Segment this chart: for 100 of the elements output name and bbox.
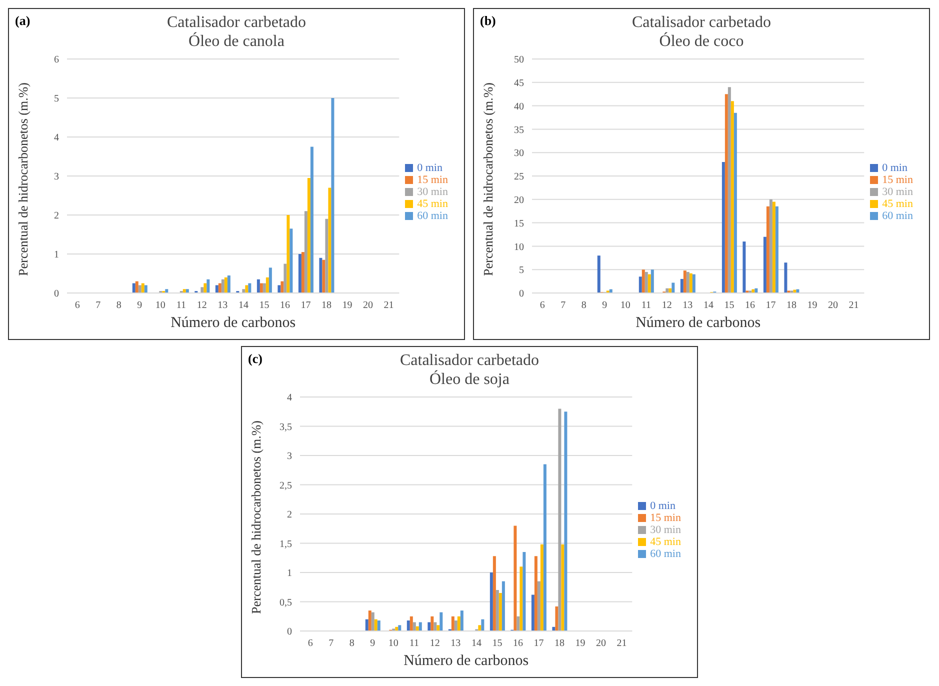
legend-label: 60 min (882, 210, 913, 222)
x-tick-label: 15 (259, 300, 270, 312)
x-tick-label: 7 (328, 638, 334, 650)
y-tick-label: 1 (54, 250, 59, 261)
x-tick-label: 19 (807, 300, 818, 312)
x-tick-label: 18 (321, 300, 332, 312)
y-tick-label: 35 (514, 124, 524, 136)
y-tick-label: 1 (287, 568, 292, 580)
y-tick-label: 2 (54, 210, 59, 222)
legend-label: 0 min (882, 162, 908, 174)
y-tick-label: 25 (514, 172, 524, 183)
x-axis-title: Número de carbonos (636, 315, 761, 331)
text: (a) (15, 13, 30, 29)
legend-label: 30 min (417, 186, 448, 198)
x-tick-label: 20 (596, 638, 606, 650)
y-tick-label: 4 (54, 132, 59, 144)
chart-subtitle: Óleo de soja (428, 370, 510, 389)
x-tick-label: 20 (362, 300, 373, 312)
y-tick-label: 0 (54, 288, 59, 300)
x-tick-label: 8 (581, 300, 586, 312)
legend-label: 45 min (417, 198, 448, 210)
y-tick-label: 50 (514, 54, 524, 66)
x-tick-label: 8 (349, 638, 354, 650)
x-tick-label: 11 (409, 638, 419, 650)
x-tick-label: 17 (766, 300, 776, 312)
chart-title: Catalisador carbetado (400, 352, 540, 369)
y-tick-label: 0 (287, 626, 292, 638)
y-tick-label: 30 (514, 148, 524, 160)
y-tick-label: 5 (519, 265, 524, 276)
x-tick-label: 14 (238, 300, 248, 312)
y-tick-label: 5 (54, 94, 59, 105)
x-tick-label: 10 (155, 300, 166, 312)
x-tick-label: 12 (196, 300, 207, 312)
chart-title: Catalisador carbetado (632, 14, 772, 31)
chart-subtitle: Óleo de coco (658, 32, 745, 51)
x-tick-label: 6 (74, 300, 80, 312)
x-tick-label: 15 (724, 300, 734, 312)
y-tick-label: 2,5 (280, 480, 292, 492)
x-tick-label: 19 (342, 300, 352, 312)
y-tick-label: 15 (514, 218, 524, 230)
chart-subtitle: Óleo de canola (188, 32, 286, 51)
legend-label: 15 min (417, 174, 448, 186)
legend-label: 45 min (650, 536, 681, 548)
y-tick-label: 10 (514, 242, 524, 253)
x-tick-label: 6 (308, 638, 313, 650)
y-tick-label: 20 (514, 194, 524, 206)
x-tick-label: 15 (492, 638, 502, 650)
text: (b) (480, 13, 496, 29)
x-tick-label: 14 (471, 638, 482, 650)
y-tick-label: 3 (287, 451, 292, 462)
x-tick-label: 9 (602, 300, 608, 312)
y-tick-label: 40 (514, 101, 524, 112)
chart-title: Catalisador carbetado (166, 14, 306, 31)
x-tick-label: 17 (300, 300, 311, 312)
x-tick-label: 20 (828, 300, 838, 312)
x-tick-label: 16 (280, 300, 290, 312)
x-tick-label: 13 (218, 300, 228, 312)
y-tick-label: 4 (287, 392, 292, 404)
x-tick-label: 18 (554, 638, 564, 650)
legend-label: 0 min (417, 162, 442, 174)
y-tick-label: 0,5 (280, 597, 292, 608)
y-tick-label: 45 (514, 78, 524, 89)
x-tick-label: 14 (703, 300, 714, 312)
x-axis-title: Número de carbonos (170, 315, 296, 331)
y-axis-title: Percentual de hidrocarbonetos (m.%) (16, 82, 31, 276)
y-tick-label: 3 (54, 172, 59, 183)
x-tick-label: 9 (370, 638, 376, 650)
x-tick-label: 21 (848, 300, 859, 312)
y-axis-title: Percentual de hidrocarbonetos (m.%) (248, 420, 264, 614)
x-tick-label: 18 (786, 300, 796, 312)
x-tick-label: 8 (116, 300, 122, 312)
x-tick-label: 12 (662, 300, 672, 312)
y-tick-label: 2 (287, 510, 292, 521)
x-axis-title: Número de carbonos (404, 653, 529, 669)
x-tick-label: 13 (682, 300, 693, 312)
x-tick-label: 19 (575, 638, 586, 650)
x-tick-label: 7 (96, 300, 101, 312)
y-tick-label: 1,5 (280, 538, 292, 550)
x-tick-label: 21 (616, 638, 627, 650)
x-tick-label: 6 (540, 300, 545, 312)
x-tick-label: 21 (384, 300, 394, 312)
text: (c) (248, 351, 262, 367)
x-tick-label: 10 (388, 638, 398, 650)
y-axis-title: Percentual de hidrocarbonetos (m.%) (480, 82, 496, 276)
x-tick-label: 9 (137, 300, 142, 312)
y-tick-label: 0 (519, 288, 524, 300)
x-tick-label: 11 (176, 300, 186, 312)
x-tick-label: 13 (450, 638, 461, 650)
x-tick-label: 11 (641, 300, 651, 312)
legend-label: 45 min (882, 198, 913, 210)
x-tick-label: 17 (534, 638, 544, 650)
legend-label: 30 min (650, 524, 681, 536)
legend-label: 0 min (650, 500, 676, 512)
x-tick-label: 7 (560, 300, 566, 312)
legend-label: 15 min (882, 174, 913, 186)
legend-label: 15 min (650, 512, 681, 524)
x-tick-label: 16 (512, 638, 523, 650)
y-tick-label: 3,5 (280, 422, 292, 433)
x-tick-label: 16 (744, 300, 755, 312)
x-tick-label: 10 (620, 300, 630, 312)
